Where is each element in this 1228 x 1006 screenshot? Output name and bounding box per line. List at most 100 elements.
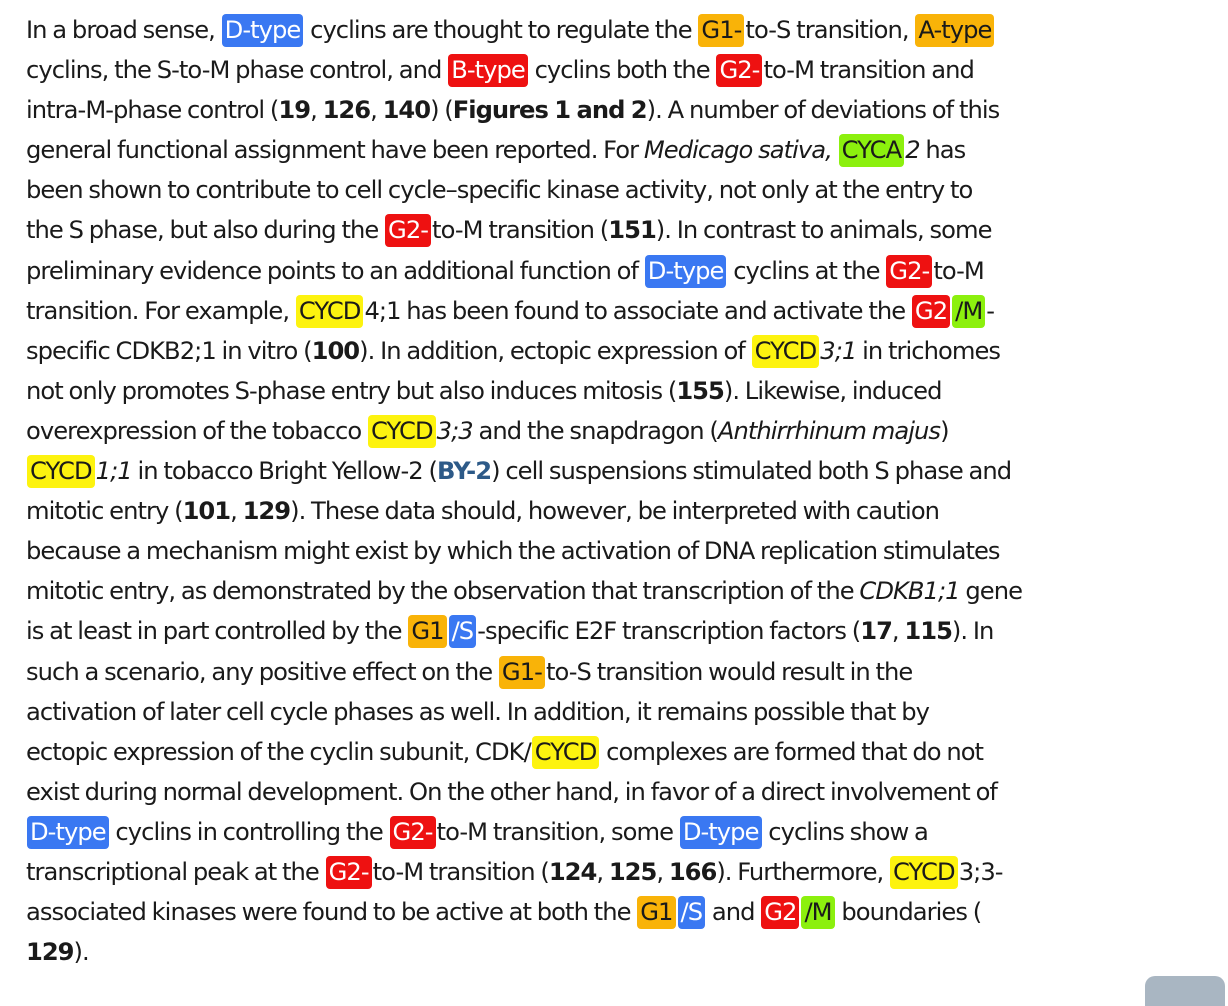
reference-citation[interactable]: 115 bbox=[904, 617, 952, 646]
highlighted-term: G2- bbox=[886, 254, 933, 288]
body-text: cyclins at the bbox=[727, 256, 886, 285]
reference-citation[interactable]: 125 bbox=[608, 857, 657, 886]
body-text: 4;1 has been found to associate and acti… bbox=[364, 296, 911, 325]
body-text: not only promotes S-phase entry but also… bbox=[26, 376, 677, 405]
highlighted-term: /S bbox=[448, 615, 477, 649]
highlighted-term: D-type bbox=[679, 815, 762, 849]
text-line: transcriptional peak at the G2- to-M tran… bbox=[26, 852, 1216, 892]
body-text: intra-M-phase control ( bbox=[26, 96, 279, 125]
body-text: ). Likewise, induced bbox=[723, 376, 943, 405]
body-text: ). In addition, ectopic expression of bbox=[359, 336, 751, 365]
body-text: , bbox=[310, 96, 323, 125]
highlighted-term: G1- bbox=[698, 14, 745, 47]
text-line: activation of later cell cycle phases as… bbox=[26, 692, 1216, 732]
highlighted-term: CYCD bbox=[27, 455, 95, 489]
highlighted-term: CYCD bbox=[890, 855, 958, 889]
article-paragraph: In a broad sense, D-type cyclins are tho… bbox=[26, 10, 1216, 972]
body-text: to-M transition, some bbox=[436, 817, 679, 846]
body-text: transition. For example, bbox=[26, 296, 295, 325]
figure-reference[interactable]: Figures 1 and 2 bbox=[452, 96, 648, 125]
body-text: in tobacco Bright Yellow-2 ( bbox=[131, 457, 437, 486]
body-text: general functional assignment have been … bbox=[26, 136, 644, 165]
text-line: D-type cyclins in controlling the G2- to-… bbox=[26, 812, 1216, 852]
highlighted-term: D-type bbox=[27, 815, 109, 849]
body-text: , bbox=[370, 96, 383, 125]
highlighted-term: G2 bbox=[911, 294, 951, 328]
body-text: associated kinases were found to be acti… bbox=[26, 898, 637, 927]
body-text: gene bbox=[959, 577, 1023, 606]
text-line: the S phase, but also during the G2- to-M… bbox=[26, 210, 1216, 250]
body-text: , bbox=[230, 497, 243, 526]
highlighted-term: CYCD bbox=[531, 735, 600, 769]
italic-term: Medicago sativa, bbox=[643, 136, 833, 165]
reference-citation[interactable]: 129 bbox=[242, 497, 291, 526]
highlighted-term: /M bbox=[952, 294, 986, 328]
glossary-link[interactable]: BY-2 bbox=[436, 457, 492, 486]
scroll-to-top-tab[interactable] bbox=[1145, 976, 1225, 1006]
highlighted-term: /M bbox=[801, 896, 835, 930]
reference-citation[interactable]: 101 bbox=[182, 497, 231, 526]
body-text: exist during normal development. On the … bbox=[26, 777, 998, 806]
highlighted-term: G1 bbox=[408, 615, 447, 649]
body-text: activation of later cell cycle phases as… bbox=[26, 697, 930, 726]
highlighted-term: B-type bbox=[448, 54, 528, 88]
italic-term: 2 bbox=[905, 136, 920, 165]
highlighted-term: G2- bbox=[385, 214, 432, 248]
reference-citation[interactable]: 126 bbox=[322, 96, 371, 125]
text-line: ectopic expression of the cyclin subunit… bbox=[26, 732, 1216, 772]
text-line: intra-M-phase control (19, 126, 140) (Fi… bbox=[26, 90, 1216, 130]
body-text: - bbox=[986, 296, 995, 325]
body-text: is at least in part controlled by the bbox=[26, 617, 408, 646]
text-line: been shown to contribute to cell cycle–s… bbox=[26, 170, 1216, 210]
reference-citation[interactable]: 151 bbox=[608, 216, 656, 245]
reference-citation[interactable]: 140 bbox=[382, 96, 431, 125]
body-text: boundaries ( bbox=[835, 898, 982, 927]
body-text: complexes are formed that do not bbox=[600, 737, 984, 766]
text-line: because a mechanism might exist by which… bbox=[26, 531, 1216, 571]
highlighted-term: G1 bbox=[637, 896, 676, 930]
highlighted-term: D-type bbox=[644, 254, 727, 288]
body-text: In a broad sense, bbox=[26, 16, 221, 44]
body-text: in trichomes bbox=[856, 336, 1001, 365]
body-text: cyclins in controlling the bbox=[109, 817, 389, 846]
reference-citation[interactable]: 124 bbox=[548, 857, 597, 886]
body-text: ). In contrast to animals, some bbox=[655, 216, 993, 245]
body-text: and bbox=[706, 898, 761, 927]
highlighted-term: CYCD bbox=[368, 414, 436, 448]
reference-citation[interactable]: 129 bbox=[26, 938, 74, 967]
italic-term: 3;1 bbox=[820, 336, 857, 365]
highlighted-term: CYCA bbox=[838, 134, 905, 168]
text-line: such a scenario, any positive effect on … bbox=[26, 652, 1216, 692]
highlighted-term: CYCD bbox=[295, 294, 364, 328]
reference-citation[interactable]: 19 bbox=[278, 96, 311, 125]
text-line: mitotic entry, as demonstrated by the ob… bbox=[26, 571, 1216, 611]
body-text: transcriptional peak at the bbox=[26, 857, 325, 886]
reference-citation[interactable]: 17 bbox=[860, 617, 893, 646]
body-text: ). A number of deviations of this bbox=[646, 96, 1001, 125]
text-line: transition. For example, CYCD 4;1 has bee… bbox=[26, 291, 1216, 331]
text-line: mitotic entry (101, 129). These data sho… bbox=[26, 491, 1216, 531]
body-text: preliminary evidence points to an additi… bbox=[26, 256, 644, 285]
italic-term: 1;1 bbox=[95, 457, 133, 486]
text-line: overexpression of the tobacco CYCD 3;3 an… bbox=[26, 411, 1216, 451]
body-text: ). In bbox=[951, 617, 994, 646]
body-text: mitotic entry, as demonstrated by the ob… bbox=[26, 577, 860, 606]
reference-citation[interactable]: 166 bbox=[668, 857, 717, 886]
body-text: been shown to contribute to cell cycle–s… bbox=[26, 176, 973, 205]
body-text bbox=[832, 136, 838, 164]
body-text: overexpression of the tobacco bbox=[26, 416, 367, 445]
body-text: -specific E2F transcription factors ( bbox=[477, 617, 861, 646]
reference-citation[interactable]: 100 bbox=[311, 336, 360, 365]
body-text: ) bbox=[940, 416, 949, 445]
body-text: , bbox=[656, 857, 669, 886]
italic-term: 3;3 bbox=[436, 416, 474, 445]
body-text: because a mechanism might exist by which… bbox=[26, 537, 1001, 566]
body-text: such a scenario, any positive effect on … bbox=[26, 657, 498, 686]
body-text: ) cell suspensions stimulated both S pha… bbox=[491, 457, 1012, 486]
body-text: and the snapdragon ( bbox=[472, 416, 718, 445]
body-text: to-M bbox=[933, 256, 984, 285]
italic-term: CDKB1;1 bbox=[859, 577, 960, 606]
body-text: to-S transition would result in the bbox=[545, 657, 913, 686]
highlighted-term: A-type bbox=[915, 14, 995, 47]
reference-citation[interactable]: 155 bbox=[676, 376, 724, 405]
